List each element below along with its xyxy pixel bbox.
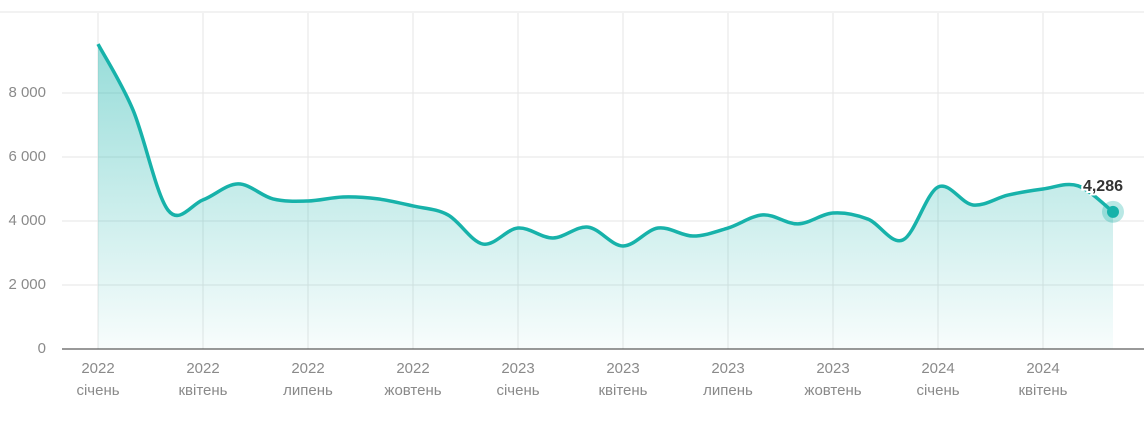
x-tick-label: січень — [496, 382, 539, 399]
x-tick-label: січень — [76, 382, 119, 399]
y-tick-label: 8 000 — [8, 84, 46, 101]
x-tick-label: жовтень — [384, 382, 441, 399]
x-tick-label: 2024 — [921, 360, 954, 377]
x-tick-label: 2022 — [291, 360, 324, 377]
area — [98, 44, 1113, 349]
x-tick-label: 2023 — [606, 360, 639, 377]
y-tick-label: 2 000 — [8, 276, 46, 293]
y-tick-label: 6 000 — [8, 148, 46, 165]
x-tick-label: 2023 — [711, 360, 744, 377]
x-tick-label: квітень — [598, 382, 647, 399]
x-tick-label: 2022 — [186, 360, 219, 377]
x-tick-label: 2024 — [1026, 360, 1059, 377]
y-tick-label: 0 — [38, 340, 46, 357]
point — [1107, 205, 1119, 218]
x-tick-label: липень — [283, 382, 333, 399]
x-tick-label: квітень — [178, 382, 227, 399]
x-tick-label: жовтень — [804, 382, 861, 399]
x-tick-label: 2022 — [81, 360, 114, 377]
y-tick-label: 4 000 — [8, 212, 46, 229]
x-tick-label: 2023 — [501, 360, 534, 377]
value-label: 4,286 — [1083, 178, 1123, 195]
x-tick-label: липень — [703, 382, 753, 399]
x-tick-label: січень — [916, 382, 959, 399]
x-tick-label: 2023 — [816, 360, 849, 377]
x-tick-label: 2022 — [396, 360, 429, 377]
x-tick-label: квітень — [1018, 382, 1067, 399]
line — [96, 43, 1115, 248]
